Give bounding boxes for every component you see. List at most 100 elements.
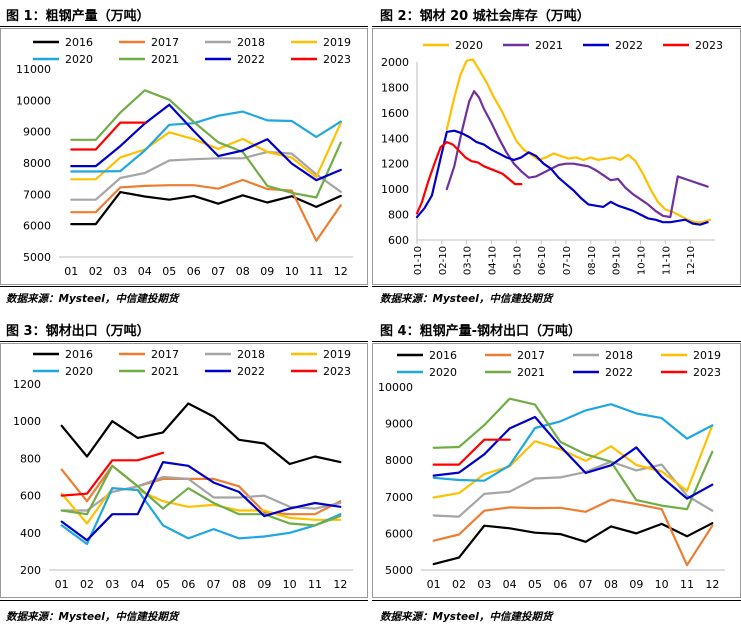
x-tick-label: 03-10 (463, 246, 474, 275)
source-rule-4 (372, 600, 741, 601)
legend-label-2018: 2018 (605, 349, 633, 362)
y-tick-label: 8000 (23, 157, 51, 170)
x-tick-label: 03 (113, 265, 127, 278)
source-rule-2 (372, 286, 741, 287)
x-tick-label: 09 (257, 578, 271, 591)
x-tick-label: 05-10 (512, 246, 523, 275)
x-tick-label: 06-10 (537, 246, 548, 275)
series-line-2016 (432, 522, 714, 566)
legend-label-2021: 2021 (535, 39, 563, 52)
title-rule-3 (0, 341, 368, 342)
series-line-2020 (60, 487, 342, 546)
legend-label-2018: 2018 (237, 348, 265, 361)
series-line-2023 (432, 438, 511, 466)
y-tick-label: 9000 (23, 126, 51, 139)
legend-label-2019: 2019 (693, 349, 721, 362)
legend-label-2017: 2017 (517, 349, 545, 362)
x-tick-label: 08-10 (587, 246, 598, 275)
legend-label-2022: 2022 (237, 365, 265, 378)
x-tick-label: 08 (232, 578, 246, 591)
chart-title-1: 图 1：粗钢产量（万吨） (6, 9, 150, 24)
y-tick-label: 5000 (385, 564, 413, 577)
x-tick-label: 09 (260, 265, 274, 278)
x-tick-label: 07 (207, 578, 221, 591)
legend-label-2021: 2021 (517, 366, 545, 379)
legend-label-2023: 2023 (323, 53, 351, 66)
legend-label-2020: 2020 (429, 366, 457, 379)
series-line-2021 (445, 90, 709, 219)
series-line-2020 (432, 403, 714, 482)
y-tick-label: 10000 (16, 94, 51, 107)
y-tick-label: 10000 (378, 381, 413, 394)
y-tick-label: 1000 (13, 415, 41, 428)
chart-panel-1: 5000 6000 7000 8000 9000 10000 11000 01 02 03 04 05… (0, 28, 368, 285)
x-tick-label: 09-10 (612, 246, 623, 275)
y-tick-label: 1200 (381, 158, 409, 171)
legend-label-2021: 2021 (151, 53, 179, 66)
y-tick-label: 800 (20, 452, 41, 465)
x-tick-label: 05 (162, 265, 176, 278)
source-3: 数据来源：Mysteel，中信建投期货 (6, 611, 179, 623)
title-rule-4 (372, 341, 741, 342)
y-tick-label: 400 (20, 527, 41, 540)
series-line-2022 (432, 415, 714, 500)
series-line-2018 (70, 150, 342, 201)
legend-label-2020: 2020 (65, 365, 93, 378)
source-4: 数据来源：Mysteel，中信建投期货 (380, 611, 553, 623)
x-tick-label: 05 (528, 578, 542, 591)
legend-label-2022: 2022 (237, 53, 265, 66)
chart-4: 5000 6000 7000 8000 9000 10000 01 02 03 04 05 06 07 0… (378, 349, 725, 591)
x-tick-label: 04 (131, 578, 145, 591)
series-line-2017 (70, 178, 342, 242)
y-tick-label: 800 (388, 209, 409, 222)
x-tick-label: 01 (427, 578, 441, 591)
y-tick-label: 1200 (13, 378, 41, 391)
x-tick-label: 02 (89, 265, 103, 278)
y-tick-label: 7000 (385, 491, 413, 504)
legend-label-2016: 2016 (65, 348, 93, 361)
y-tick-label: 6000 (23, 220, 51, 233)
chart-panel-3: 200 400 600 800 1000 1200 01 02 03 04 05 06 07 08 09 10… (0, 343, 368, 598)
series-line-2022 (70, 103, 342, 182)
legend-label-2023: 2023 (323, 365, 351, 378)
legend-label-2021: 2021 (151, 365, 179, 378)
x-tick-label: 07 (579, 578, 593, 591)
y-tick-label: 1400 (381, 132, 409, 145)
series-line-2016 (60, 402, 342, 466)
x-tick-label: 04 (138, 265, 152, 278)
x-tick-label: 12 (334, 265, 348, 278)
y-tick-label: 9000 (385, 418, 413, 431)
x-tick-label: 08 (604, 578, 618, 591)
x-tick-label: 07 (211, 265, 225, 278)
x-tick-label: 10 (283, 578, 297, 591)
y-tick-label: 1600 (381, 107, 409, 120)
x-tick-label: 11-10 (661, 246, 672, 275)
x-tick-label: 05 (156, 578, 170, 591)
x-tick-label: 04-10 (488, 246, 499, 275)
series-line-2018 (432, 460, 714, 518)
legend-label-2022: 2022 (615, 39, 643, 52)
x-tick-label: 10-10 (637, 246, 648, 275)
x-tick-label: 12-10 (686, 246, 697, 275)
chart-1: 5000 6000 7000 8000 9000 10000 11000 01 02 03 04 05… (16, 36, 353, 278)
x-tick-label: 11 (680, 578, 694, 591)
x-tick-label: 01 (55, 578, 69, 591)
x-tick-label: 02 (80, 578, 94, 591)
legend-label-2023: 2023 (695, 39, 723, 52)
legend-label-2020: 2020 (65, 53, 93, 66)
series-line-2022 (415, 129, 709, 226)
source-1: 数据来源：Mysteel，中信建投期货 (6, 293, 179, 305)
x-tick-label: 09 (629, 578, 643, 591)
x-tick-label: 03 (105, 578, 119, 591)
x-tick-label: 12 (705, 578, 719, 591)
y-tick-label: 200 (20, 564, 41, 577)
x-tick-label: 06 (553, 578, 567, 591)
series-line-2019 (60, 487, 342, 525)
series-line-2021 (432, 397, 714, 511)
x-tick-label: 03 (477, 578, 491, 591)
chart-3: 200 400 600 800 1000 1200 01 02 03 04 05 06 07 08 09 10… (13, 348, 353, 591)
y-tick-label: 1000 (381, 183, 409, 196)
legend-label-2016: 2016 (65, 36, 93, 49)
legend-label-2019: 2019 (323, 348, 351, 361)
series-line-2019 (432, 424, 714, 499)
